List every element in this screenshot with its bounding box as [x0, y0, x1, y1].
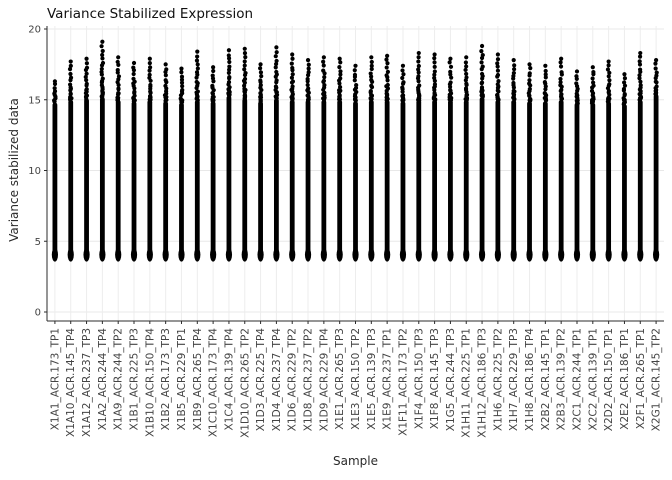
- x-tick-label: X1C4_ACR.139_TP4: [223, 328, 235, 431]
- sample-column: [431, 52, 438, 262]
- x-tick-label: X2D2_ACR.150_TP1: [603, 328, 615, 431]
- sample-column: [130, 60, 138, 262]
- sample-column: [352, 63, 359, 262]
- x-axis-title: Sample: [333, 454, 378, 468]
- sample-column: [542, 63, 549, 262]
- y-tick-label: 5: [35, 237, 41, 248]
- x-tick-label: X1H12_ACR.186_TP3: [477, 328, 489, 438]
- x-tick-label: X2C1_ACR.244_TP1: [571, 328, 583, 430]
- x-tick-label: X1F8_ACR.145_TP3: [429, 328, 441, 429]
- x-tick-label: X1H6_ACR.225_TP2: [492, 328, 504, 431]
- sample-column: [225, 48, 233, 262]
- x-tick-label: X2E2_ACR.186_TP1: [619, 328, 631, 430]
- sample-column: [304, 58, 312, 262]
- x-tick-label: X1D4_ACR.237_TP4: [271, 328, 283, 432]
- x-tick-label: X1D6_ACR.229_TP2: [287, 328, 299, 431]
- x-tick-label: X1G5_ACR.244_TP3: [445, 328, 457, 431]
- sample-column: [526, 62, 533, 262]
- sample-column: [573, 69, 581, 262]
- x-tick-label: X1D9_ACR.229_TP4: [318, 328, 330, 432]
- data-points: [51, 39, 660, 262]
- x-tick-label: X2B2_ACR.145_TP1: [540, 328, 552, 430]
- sample-column: [368, 55, 375, 262]
- x-tick-label: X1A2_ACR.244_TP4: [97, 328, 109, 431]
- x-tick-label: X1B5_ACR.229_TP1: [176, 328, 188, 430]
- x-tick-label: X1H7_ACR.229_TP3: [508, 328, 520, 431]
- sample-column: [257, 62, 264, 262]
- sample-column: [494, 52, 501, 262]
- sample-column: [273, 45, 280, 262]
- sample-column: [67, 59, 74, 262]
- x-tick-label: X1C10_ACR.173_TP4: [208, 328, 220, 437]
- sample-column: [605, 59, 612, 262]
- sample-column: [463, 55, 470, 262]
- x-tick-label: X1B10_ACR.150_TP4: [144, 328, 156, 437]
- x-tick-label: X2G1_ACR.145_TP2: [651, 328, 663, 431]
- sample-column: [447, 56, 454, 262]
- x-tick-label: X1D10_ACR.265_TP2: [239, 328, 251, 438]
- x-tick-label: X2F1_ACR.265_TP1: [635, 328, 647, 429]
- sample-column: [384, 53, 391, 262]
- y-tick-label: 10: [28, 166, 41, 177]
- sample-column: [399, 63, 407, 262]
- sample-column: [336, 56, 343, 262]
- x-tick-label: X1E9_ACR.237_TP1: [382, 328, 394, 430]
- x-tick-label: X1D3_ACR.225_TP4: [255, 328, 267, 432]
- x-axis: X1A1_ACR.173_TP1 X1A10_ACR.145_TP4 X1A12_A…: [47, 320, 664, 438]
- sample-column: [289, 52, 296, 262]
- x-tick-label: X1E1_ACR.265_TP3: [334, 328, 346, 430]
- x-tick-label: X1D8_ACR.237_TP2: [303, 328, 315, 431]
- x-tick-label: X1A12_ACR.237_TP3: [81, 328, 93, 437]
- sample-column: [162, 62, 169, 262]
- sample-column: [510, 58, 517, 262]
- sample-column: [558, 56, 565, 262]
- y-tick-label: 15: [28, 95, 41, 106]
- sample-column: [478, 43, 486, 262]
- sample-column: [146, 56, 153, 262]
- sample-column: [99, 39, 106, 262]
- x-tick-label: X2B3_ACR.139_TP2: [556, 328, 568, 430]
- x-tick-label: X1A9_ACR.244_TP2: [113, 328, 125, 430]
- sample-column: [210, 65, 217, 262]
- y-tick-label: 20: [28, 25, 41, 36]
- x-tick-label: X1F11_ACR.173_TP2: [397, 328, 409, 436]
- sample-column: [652, 58, 660, 262]
- x-tick-label: X1E5_ACR.139_TP3: [366, 328, 378, 430]
- sample-column: [115, 55, 122, 262]
- x-tick-label: X2C2_ACR.139_TP1: [587, 328, 599, 430]
- sample-column: [178, 66, 185, 262]
- sample-column: [241, 46, 248, 262]
- y-axis: 0 5 10 15 20: [28, 25, 48, 321]
- sample-column: [320, 55, 327, 262]
- x-tick-label: X1B9_ACR.265_TP4: [192, 328, 204, 431]
- x-tick-label: X1H11_ACR.225_TP1: [461, 328, 473, 438]
- sample-column: [621, 72, 628, 262]
- sample-column: [589, 65, 596, 262]
- x-tick-label: X1E3_ACR.150_TP2: [350, 328, 362, 430]
- x-tick-label: X1H8_ACR.186_TP4: [524, 328, 536, 431]
- x-tick-label: X1B1_ACR.225_TP3: [129, 328, 141, 430]
- y-tick-label: 0: [35, 308, 41, 319]
- sample-column: [51, 79, 59, 262]
- sample-column: [415, 50, 422, 262]
- sample-column: [637, 50, 644, 262]
- x-tick-label: X1A10_ACR.145_TP4: [65, 328, 77, 437]
- x-tick-label: X1A1_ACR.173_TP1: [49, 328, 61, 430]
- sample-column: [83, 56, 90, 262]
- sample-column: [194, 49, 201, 262]
- plot-title: Variance Stabilized Expression: [47, 6, 254, 22]
- x-tick-label: X1F4_ACR.150_TP3: [413, 328, 425, 429]
- x-tick-label: X1B2_ACR.173_TP3: [160, 328, 172, 430]
